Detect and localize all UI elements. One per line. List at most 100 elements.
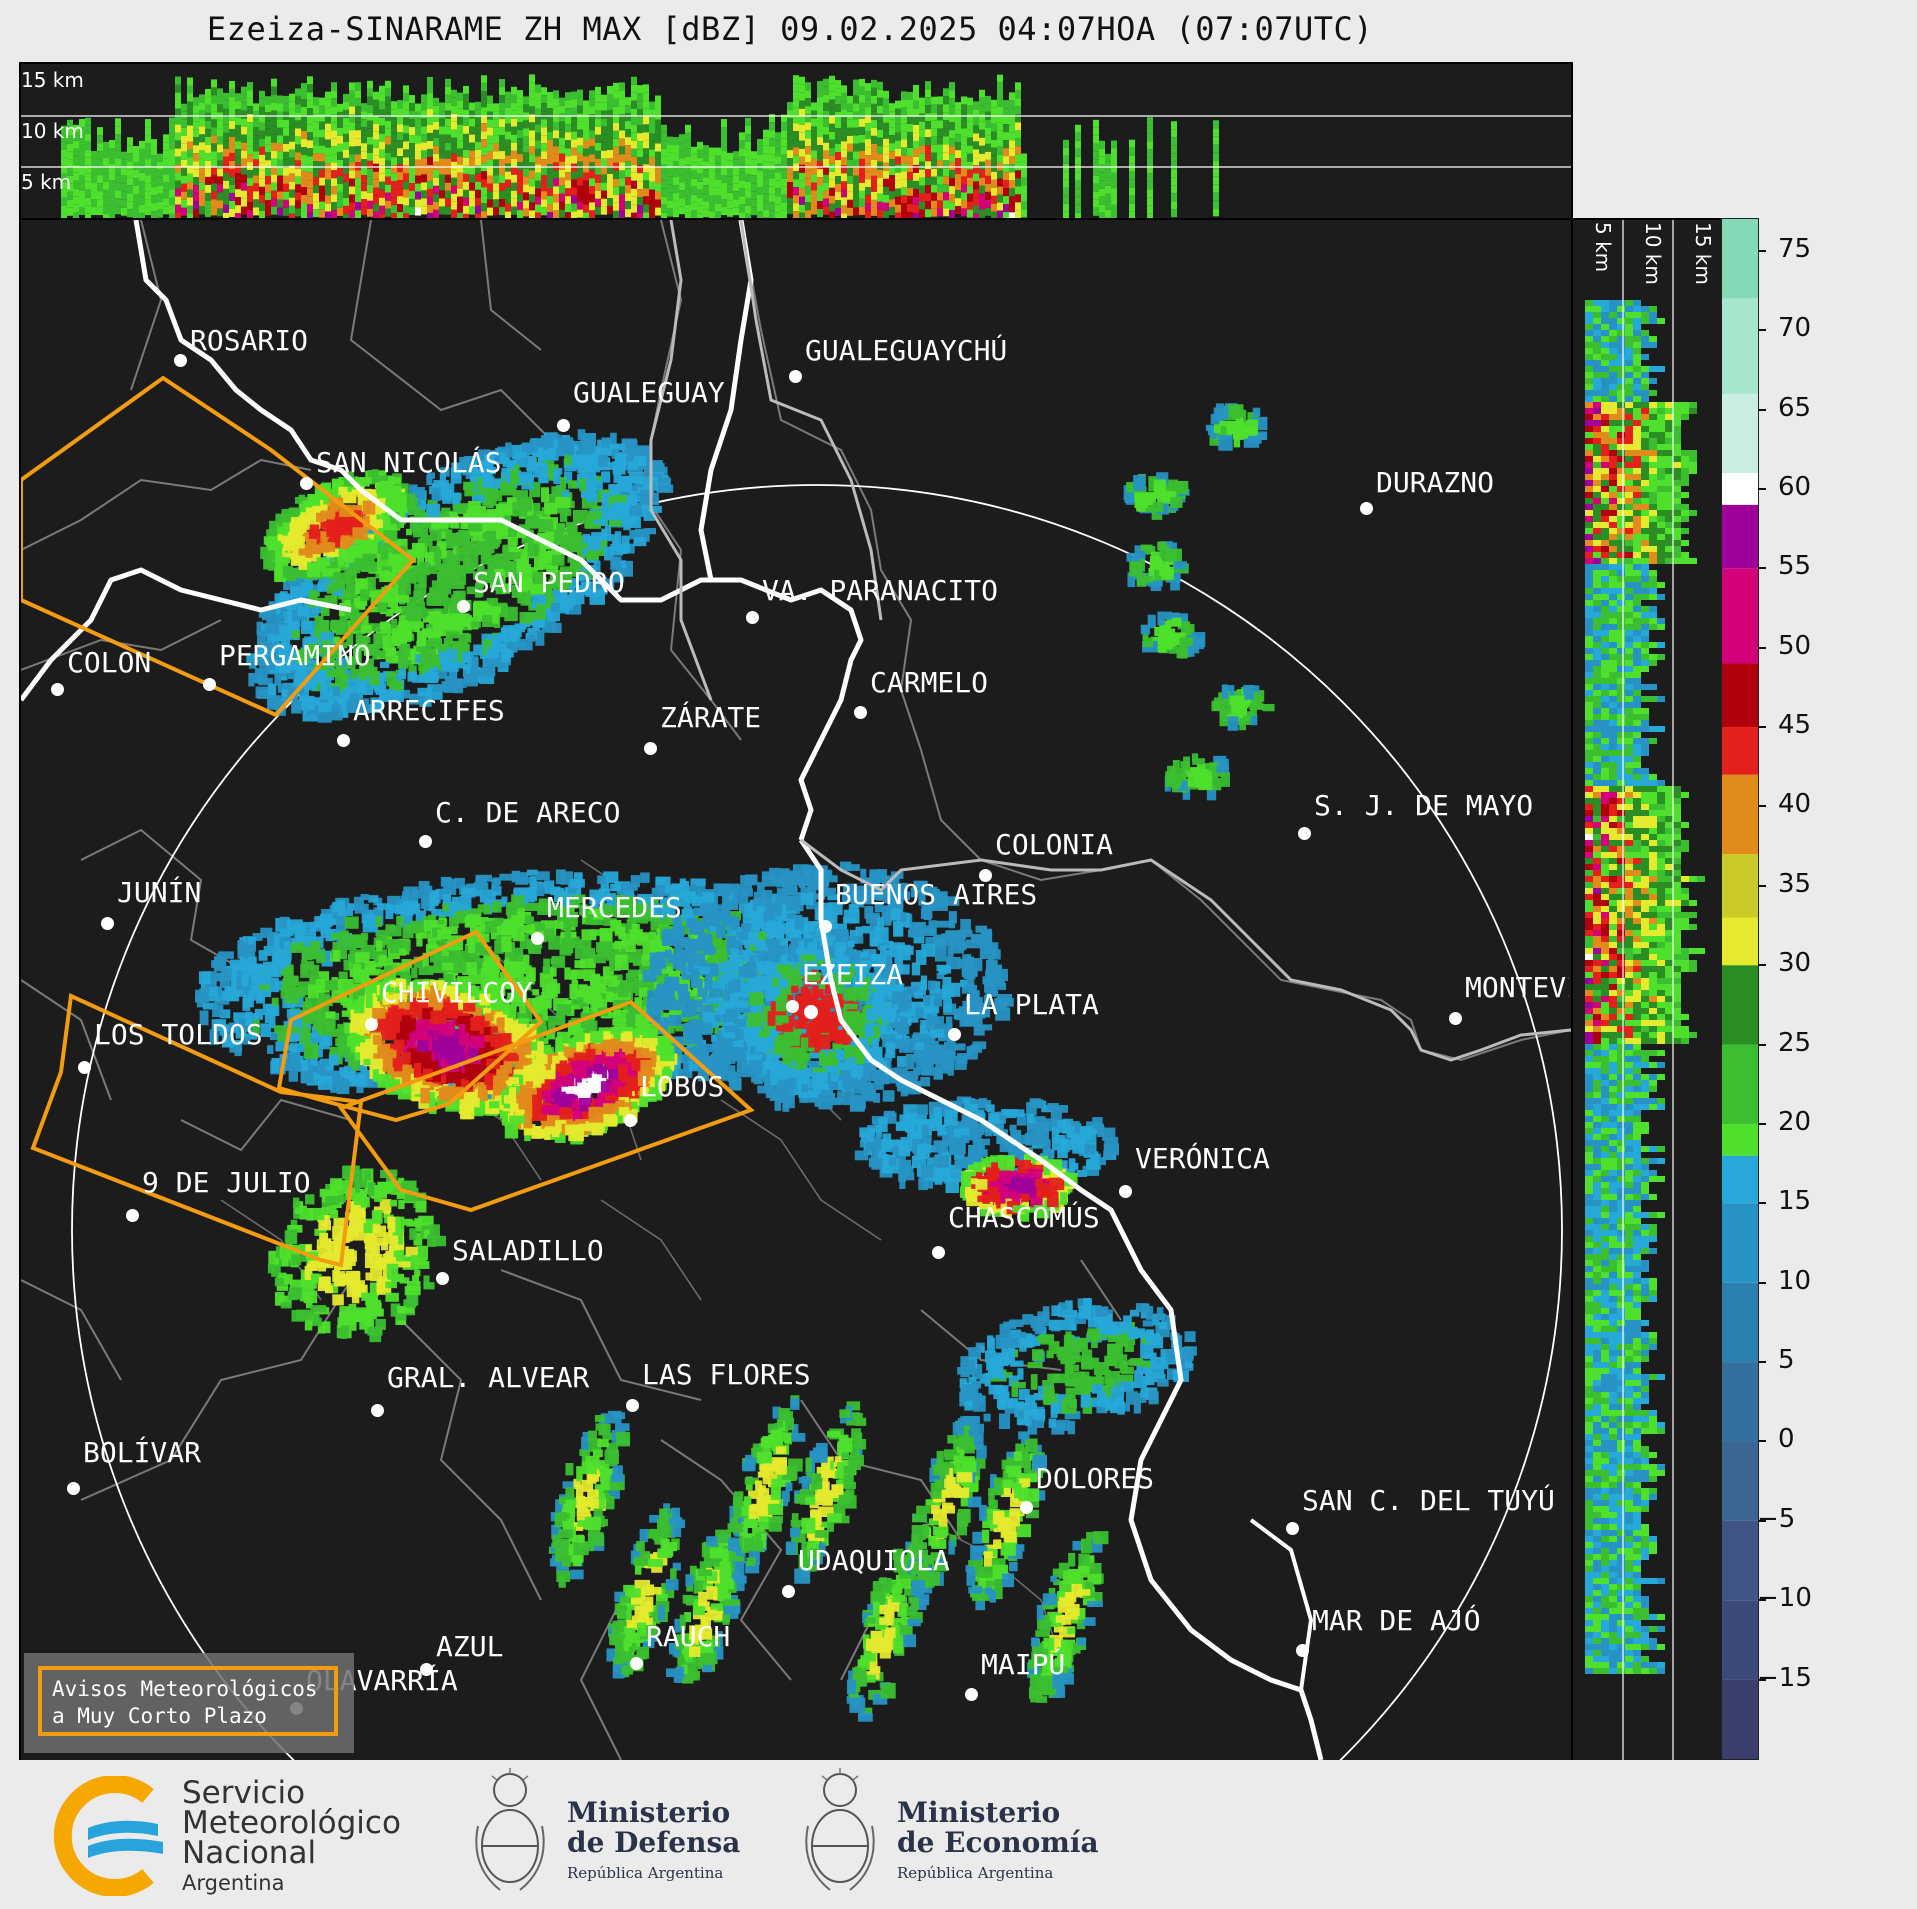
colorbar-tick-label: 40 — [1778, 789, 1812, 820]
footer: Servicio Meteorológico Nacional Argentin… — [0, 1760, 1917, 1909]
city-label: MAIPÚ — [981, 1648, 1066, 1681]
right-label-15km: 15 km — [1691, 222, 1715, 285]
colorbar-tick-label: 35 — [1778, 868, 1812, 899]
colorbar-tick-mark — [1758, 805, 1766, 808]
top-label-10km: 10 km — [21, 119, 84, 143]
city-dot — [1020, 1501, 1033, 1514]
city-dot — [420, 1663, 433, 1676]
city-label: GUALEGUAY — [573, 376, 725, 409]
city-dot — [51, 683, 64, 696]
city-label: LOBOS — [640, 1070, 725, 1103]
smn-logo-icon — [53, 1776, 163, 1896]
city-label: RAUCH — [646, 1620, 731, 1653]
city-dot — [746, 611, 759, 624]
colorbar-tick-mark — [1758, 1202, 1766, 1205]
radar-map-svg — [21, 220, 1571, 1760]
river-coast-lines — [21, 220, 1324, 1760]
city-label: SAN PEDRO — [473, 566, 625, 599]
radar-center-marker — [804, 1005, 818, 1019]
colorbar-band-21 — [1722, 219, 1758, 299]
city-dot — [1298, 827, 1311, 840]
city-label: VA. PARANACITO — [762, 574, 999, 607]
city-label: CARMELO — [870, 666, 989, 699]
colorbar-tick-mark — [1758, 1122, 1766, 1125]
city-label: COLONIA — [995, 828, 1114, 861]
colorbar-tick-mark — [1758, 249, 1766, 252]
colorbar-band-18 — [1722, 473, 1758, 505]
city-label: SALADILLO — [452, 1234, 604, 1267]
economia-line-2: de Economía — [897, 1826, 1099, 1859]
top-echo-profile — [61, 74, 1219, 218]
colorbar-band-19 — [1722, 393, 1758, 474]
colorbar-tick-label: 70 — [1778, 313, 1812, 344]
colorbar-band-2 — [1722, 1520, 1758, 1601]
colorbar-band-9 — [1722, 1044, 1758, 1124]
top-cross-section-panel: 15 km 10 km 5 km — [19, 62, 1573, 220]
city-label: SAN C. DEL TUYÚ — [1302, 1484, 1555, 1517]
city-dot — [174, 354, 187, 367]
colorbar-band-6 — [1722, 1203, 1758, 1283]
colorbar-tick-mark — [1758, 1519, 1766, 1522]
colorbar-band-17 — [1722, 504, 1758, 569]
colorbar-band-3 — [1722, 1441, 1758, 1521]
city-dot — [203, 678, 216, 691]
city-dot — [1360, 502, 1373, 515]
colorbar-tick-mark — [1758, 1361, 1766, 1364]
defensa-line-3: República Argentina — [567, 1864, 724, 1882]
city-dot — [786, 1000, 799, 1013]
economia-seal-icon — [805, 1768, 875, 1891]
smn-line-1: Servicio — [182, 1775, 306, 1811]
economia-line-1: Ministerio — [897, 1796, 1061, 1829]
city-dot — [557, 419, 570, 432]
colorbar-tick-mark — [1758, 1043, 1766, 1046]
colorbar-band-15 — [1722, 663, 1758, 728]
city-dot — [782, 1585, 795, 1598]
city-label: LAS FLORES — [642, 1358, 811, 1391]
smn-name: Servicio Meteorológico Nacional Argentin… — [182, 1778, 401, 1898]
colorbar-tick-mark — [1758, 487, 1766, 490]
colorbar-band-4 — [1722, 1362, 1758, 1442]
colorbar-tick-label: −5 — [1757, 1503, 1796, 1534]
city-label: CHASCOMÚS — [948, 1201, 1100, 1234]
right-cross-section-panel: 5 km 10 km 15 km — [1571, 218, 1723, 1762]
right-cross-section-svg — [1585, 220, 1705, 1760]
colorbar-tick-mark — [1758, 646, 1766, 649]
city-dot — [965, 1688, 978, 1701]
city-label: PERGAMINO — [219, 639, 371, 672]
radar-map — [19, 218, 1573, 1762]
top-label-15km: 15 km — [21, 68, 84, 92]
warning-polygons — [21, 375, 755, 1268]
city-label: DOLORES — [1036, 1462, 1155, 1495]
colorbar-band-10 — [1722, 965, 1758, 1045]
colorbar-tick-mark — [1758, 408, 1766, 411]
city-dot — [948, 1028, 961, 1041]
city-label: S. J. DE MAYO — [1314, 789, 1534, 822]
colorbar-tick-label: 60 — [1778, 471, 1812, 502]
city-dot — [531, 932, 544, 945]
city-label: MERCEDES — [547, 891, 682, 924]
city-label: BOLÍVAR — [83, 1436, 202, 1469]
city-label: LA PLATA — [964, 988, 1099, 1021]
colorbar-tick-mark — [1758, 329, 1766, 332]
colorbar-band-8 — [1722, 1123, 1758, 1156]
city-label: C. DE ARECO — [435, 796, 621, 829]
city-label: EZEIZA — [802, 958, 904, 991]
city-dot — [365, 1018, 378, 1031]
colorbar-band-11 — [1722, 917, 1758, 966]
economia-line-3: República Argentina — [897, 1864, 1054, 1882]
city-label: GRAL. ALVEAR — [387, 1361, 590, 1394]
city-label: SAN NICOLÁS — [316, 446, 502, 479]
colorbar-tick-mark — [1758, 726, 1766, 729]
city-dot — [337, 734, 350, 747]
legend-line-2: a Muy Corto Plazo — [52, 1704, 267, 1728]
colorbar-band-13 — [1722, 774, 1758, 855]
city-dot — [436, 1272, 449, 1285]
city-dot — [932, 1246, 945, 1259]
colorbar-tick-label: 65 — [1778, 392, 1812, 423]
city-label: GUALEGUAYCHÚ — [805, 334, 1008, 367]
city-dot — [126, 1209, 139, 1222]
city-dot — [1286, 1522, 1299, 1535]
radar-echoes — [195, 403, 1275, 1722]
colorbar-tick-label: −10 — [1757, 1583, 1812, 1614]
colorbar-tick-mark — [1758, 1678, 1766, 1681]
